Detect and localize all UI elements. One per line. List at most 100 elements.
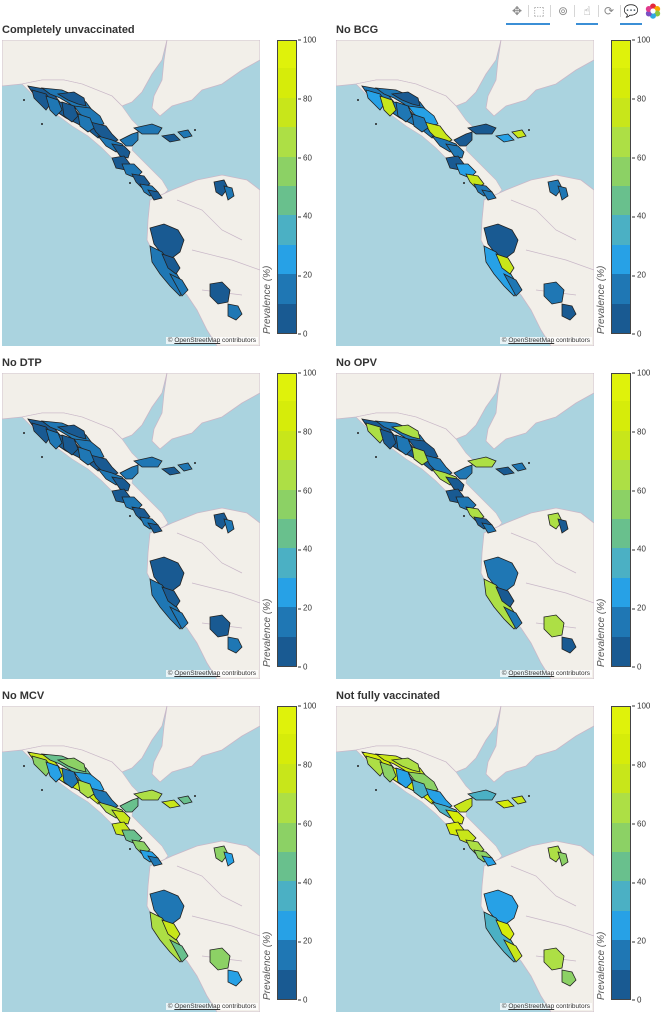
choropleth-map[interactable]: © OpenStreetMap contributors xyxy=(2,373,260,679)
region-polygon[interactable] xyxy=(111,809,131,825)
region-polygon[interactable] xyxy=(77,779,95,799)
region-polygon[interactable] xyxy=(467,123,497,135)
region-polygon[interactable] xyxy=(561,636,577,654)
region-polygon[interactable] xyxy=(547,512,563,530)
region-polygon[interactable] xyxy=(483,223,519,259)
reset-tool[interactable]: ⟳ xyxy=(600,2,618,20)
region-polygon[interactable] xyxy=(543,281,565,305)
region-polygon[interactable] xyxy=(495,253,515,275)
region-polygon[interactable] xyxy=(561,969,577,987)
region-polygon[interactable] xyxy=(467,789,497,801)
region-polygon[interactable] xyxy=(495,919,515,941)
region-polygon[interactable] xyxy=(209,614,231,638)
region-polygon[interactable] xyxy=(161,466,181,476)
region-polygon[interactable] xyxy=(481,522,497,534)
choropleth-map[interactable]: © OpenStreetMap contributors xyxy=(2,40,260,346)
region-polygon[interactable] xyxy=(45,428,63,450)
region-polygon[interactable] xyxy=(411,113,429,133)
region-polygon[interactable] xyxy=(390,757,421,773)
region-polygon[interactable] xyxy=(483,556,519,592)
region-polygon[interactable] xyxy=(390,91,421,107)
region-polygon[interactable] xyxy=(503,273,523,297)
region-polygon[interactable] xyxy=(133,789,163,801)
region-polygon[interactable] xyxy=(61,101,79,123)
openstreetmap-link[interactable]: OpenStreetMap xyxy=(508,337,555,344)
region-polygon[interactable] xyxy=(453,797,473,813)
region-polygon[interactable] xyxy=(119,131,139,147)
region-polygon[interactable] xyxy=(557,851,569,867)
region-polygon[interactable] xyxy=(379,428,397,450)
region-polygon[interactable] xyxy=(561,303,577,321)
region-polygon[interactable] xyxy=(543,614,565,638)
region-polygon[interactable] xyxy=(209,947,231,971)
region-polygon[interactable] xyxy=(547,179,563,197)
openstreetmap-link[interactable]: OpenStreetMap xyxy=(508,670,555,677)
openstreetmap-link[interactable]: OpenStreetMap xyxy=(174,1003,221,1010)
region-polygon[interactable] xyxy=(395,434,413,456)
region-polygon[interactable] xyxy=(161,253,181,275)
region-polygon[interactable] xyxy=(453,464,473,480)
region-polygon[interactable] xyxy=(365,89,387,111)
region-polygon[interactable] xyxy=(119,797,139,813)
region-polygon[interactable] xyxy=(45,95,63,117)
choropleth-map[interactable]: © OpenStreetMap contributors xyxy=(2,706,260,1012)
region-polygon[interactable] xyxy=(503,606,523,630)
region-polygon[interactable] xyxy=(227,969,243,987)
region-polygon[interactable] xyxy=(379,95,397,117)
region-polygon[interactable] xyxy=(223,518,235,534)
region-polygon[interactable] xyxy=(445,143,465,159)
region-polygon[interactable] xyxy=(213,845,229,863)
region-polygon[interactable] xyxy=(503,939,523,963)
pan-tool[interactable]: ✥ xyxy=(506,2,528,25)
openstreetmap-link[interactable]: OpenStreetMap xyxy=(174,670,221,677)
region-polygon[interactable] xyxy=(481,855,497,867)
box-zoom-tool[interactable]: ⬚ xyxy=(528,2,550,25)
region-polygon[interactable] xyxy=(557,518,569,534)
region-polygon[interactable] xyxy=(395,767,413,789)
region-polygon[interactable] xyxy=(61,767,79,789)
openstreetmap-link[interactable]: OpenStreetMap xyxy=(508,1003,555,1010)
openstreetmap-link[interactable]: OpenStreetMap xyxy=(174,337,221,344)
region-polygon[interactable] xyxy=(119,464,139,480)
region-polygon[interactable] xyxy=(133,456,163,468)
hover-tool[interactable]: 💬 xyxy=(620,2,642,25)
region-polygon[interactable] xyxy=(213,512,229,530)
region-polygon[interactable] xyxy=(445,476,465,492)
region-polygon[interactable] xyxy=(161,919,181,941)
region-polygon[interactable] xyxy=(557,185,569,201)
region-polygon[interactable] xyxy=(365,755,387,777)
region-polygon[interactable] xyxy=(223,851,235,867)
tap-tool[interactable]: ☝ xyxy=(576,2,598,25)
region-polygon[interactable] xyxy=(543,947,565,971)
region-polygon[interactable] xyxy=(379,761,397,783)
region-polygon[interactable] xyxy=(177,129,193,139)
region-polygon[interactable] xyxy=(161,586,181,608)
region-polygon[interactable] xyxy=(147,522,163,534)
region-polygon[interactable] xyxy=(61,434,79,456)
region-polygon[interactable] xyxy=(31,422,53,444)
region-polygon[interactable] xyxy=(445,809,465,825)
region-polygon[interactable] xyxy=(149,889,185,925)
choropleth-map[interactable]: © OpenStreetMap contributors xyxy=(336,706,594,1012)
choropleth-map[interactable]: © OpenStreetMap contributors xyxy=(336,40,594,346)
region-polygon[interactable] xyxy=(495,799,515,809)
region-polygon[interactable] xyxy=(390,424,421,440)
region-polygon[interactable] xyxy=(511,129,527,139)
region-polygon[interactable] xyxy=(495,586,515,608)
region-polygon[interactable] xyxy=(169,273,189,297)
region-polygon[interactable] xyxy=(45,761,63,783)
region-polygon[interactable] xyxy=(177,795,193,805)
bokeh-logo-icon[interactable] xyxy=(645,3,661,19)
region-polygon[interactable] xyxy=(495,133,515,143)
region-polygon[interactable] xyxy=(133,123,163,135)
region-polygon[interactable] xyxy=(77,446,95,466)
region-polygon[interactable] xyxy=(149,556,185,592)
region-polygon[interactable] xyxy=(511,462,527,472)
region-polygon[interactable] xyxy=(169,939,189,963)
region-polygon[interactable] xyxy=(481,189,497,201)
region-polygon[interactable] xyxy=(467,456,497,468)
region-polygon[interactable] xyxy=(161,133,181,143)
region-polygon[interactable] xyxy=(177,462,193,472)
region-polygon[interactable] xyxy=(453,131,473,147)
region-polygon[interactable] xyxy=(147,855,163,867)
